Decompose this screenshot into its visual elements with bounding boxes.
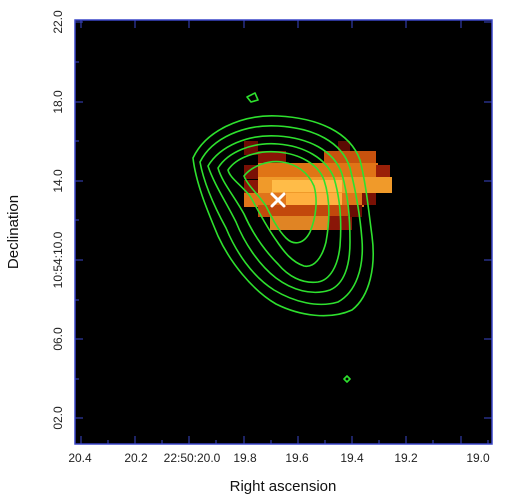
contour-3: [207, 135, 351, 294]
x-tick-label: 19.8: [233, 451, 257, 465]
x-tick-label: 20.2: [124, 451, 148, 465]
contour-5: [227, 150, 330, 267]
heatmap-blob: [244, 141, 392, 230]
contour-lines: [192, 92, 374, 383]
plot-frame: [74, 19, 493, 445]
y-tick-label: 22.0: [51, 10, 65, 34]
y-ticks: [75, 21, 83, 419]
contour-2: [199, 125, 364, 306]
y-tick-label: 06.0: [51, 327, 65, 351]
x-tick-label: 19.6: [285, 451, 309, 465]
contour-4: [217, 142, 342, 284]
x-ticks: [80, 436, 489, 444]
y-tick-label: 10:54:10.0: [51, 231, 65, 288]
y-axis-title: Declination: [5, 195, 22, 269]
image-background: [75, 20, 492, 444]
x-tick-label: 20.4: [68, 451, 92, 465]
y-tick-label: 02.0: [51, 406, 65, 430]
contour-inner: [243, 160, 317, 244]
y-tick-label: 14.0: [51, 169, 65, 193]
y-ticks-right: [484, 21, 492, 419]
y-tick-label: 18.0: [51, 90, 65, 114]
x-ticks-top: [80, 20, 462, 28]
contour-small-top: [246, 92, 259, 103]
contour-small-bottom: [343, 375, 351, 383]
x-axis-title: Right ascension: [230, 478, 337, 495]
x-tick-label: 19.4: [340, 451, 364, 465]
cross-marker-icon: [270, 192, 286, 208]
x-tick-label: 19.0: [466, 451, 490, 465]
contour-outer: [192, 115, 374, 317]
x-tick-label: 22:50:20.0: [164, 451, 221, 465]
x-tick-label: 19.2: [394, 451, 418, 465]
